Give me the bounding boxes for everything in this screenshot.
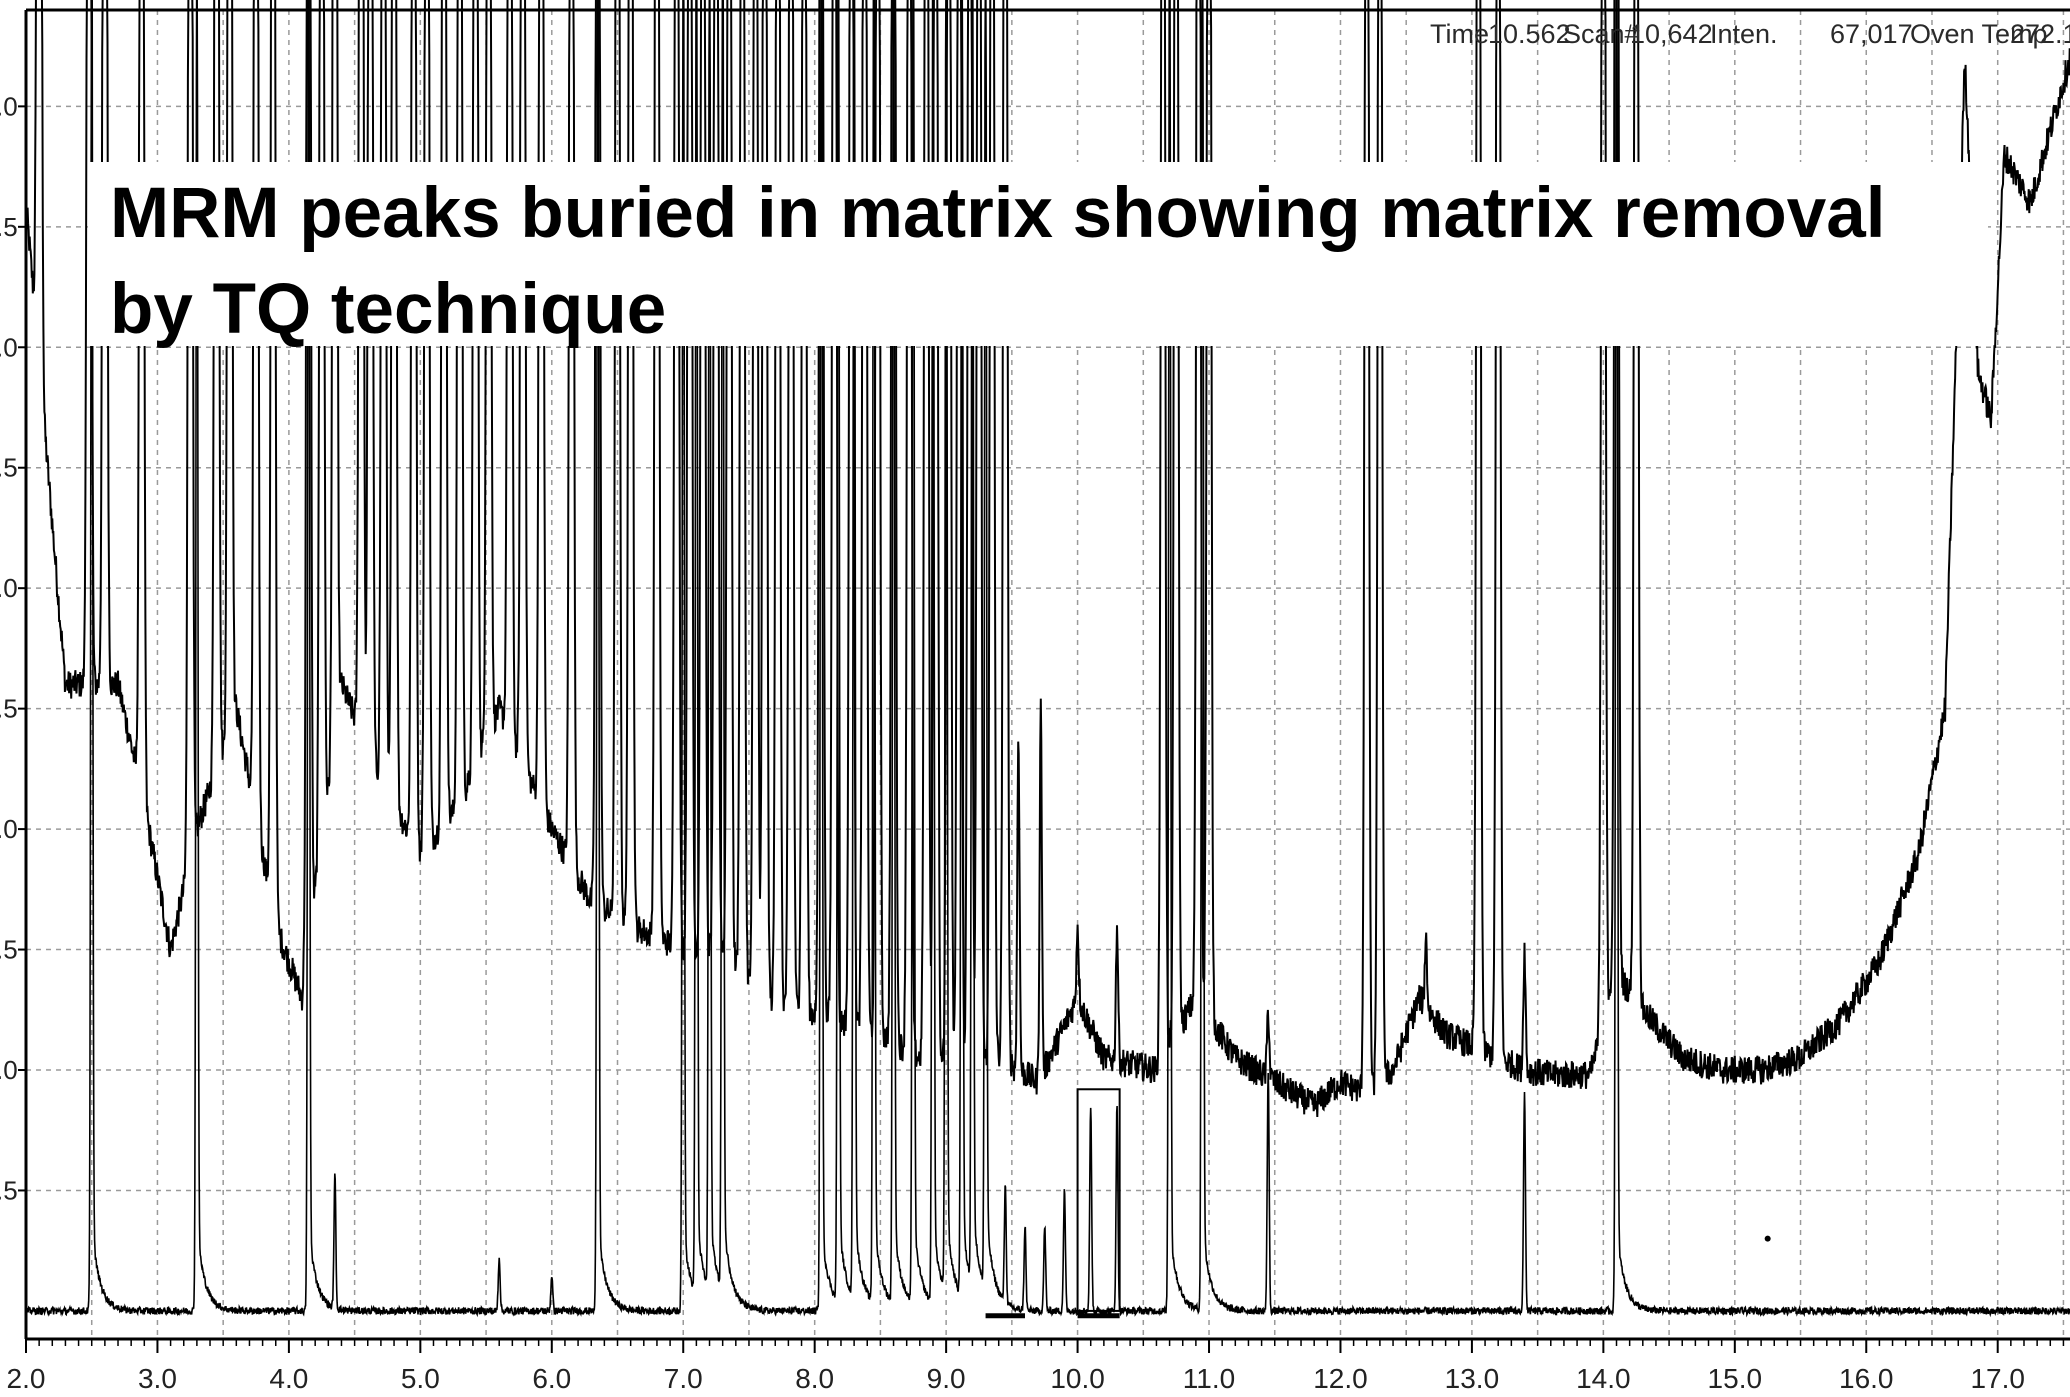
y-tick-label: .0 — [0, 332, 18, 362]
x-tick-label: 17.0 — [1970, 1363, 2025, 1394]
chart-title: MRM peaks buried in matrix showing matri… — [110, 174, 1886, 349]
readout-scan-label: Scan# — [1563, 19, 1640, 49]
full-scan-trace — [25, 0, 2070, 1118]
readout-oven-label: Oven Temp — [1910, 19, 2048, 49]
x-tick-label: 3.0 — [138, 1363, 177, 1394]
y-tick-label: .5 — [0, 453, 18, 483]
x-tick-label: 5.0 — [401, 1363, 440, 1394]
y-tick-label: .0 — [0, 814, 18, 844]
x-tick-label: 13.0 — [1445, 1363, 1500, 1394]
x-tick-label: 7.0 — [664, 1363, 703, 1394]
x-tick-label: 6.0 — [532, 1363, 571, 1394]
x-tick-label: 2.0 — [7, 1363, 46, 1394]
x-tick-label: 10.0 — [1050, 1363, 1105, 1394]
readout-oven-value: 272.15 — [2010, 19, 2070, 49]
annotation-title-box: MRM peaks buried in matrix showing matri… — [88, 162, 1988, 349]
mrm-window-marker — [1076, 1088, 1121, 1312]
readout-scan-value: 10,642 — [1630, 19, 1713, 49]
y-tick-label: .5 — [0, 694, 18, 724]
x-tick-label: 11.0 — [1183, 1363, 1235, 1394]
mrm-trace — [25, 0, 2070, 1318]
y-tick-label: .5 — [0, 1175, 18, 1205]
y-tick-label: .0 — [0, 573, 18, 603]
x-tick-label: 16.0 — [1839, 1363, 1894, 1394]
data-dot — [1764, 1235, 1771, 1242]
readout-time-value: 10.562 — [1488, 19, 1571, 49]
y-tick-label: .5 — [0, 212, 18, 242]
x-tick-label: 14.0 — [1576, 1363, 1631, 1394]
y-tick-label: .5 — [0, 935, 18, 965]
x-tick-label: 12.0 — [1313, 1363, 1368, 1394]
y-tick-label: .0 — [0, 1055, 18, 1085]
x-tick-label: 4.0 — [269, 1363, 308, 1394]
readout-inten-value: 67,017 — [1830, 19, 1913, 49]
readout-inten-label: Inten. — [1710, 19, 1778, 49]
readout-time-label: Time — [1430, 19, 1489, 49]
y-tick-label: .0 — [0, 91, 18, 121]
x-tick-label: 9.0 — [927, 1363, 966, 1394]
x-tick-label: 15.0 — [1708, 1363, 1763, 1394]
x-tick-label: 8.0 — [795, 1363, 834, 1394]
